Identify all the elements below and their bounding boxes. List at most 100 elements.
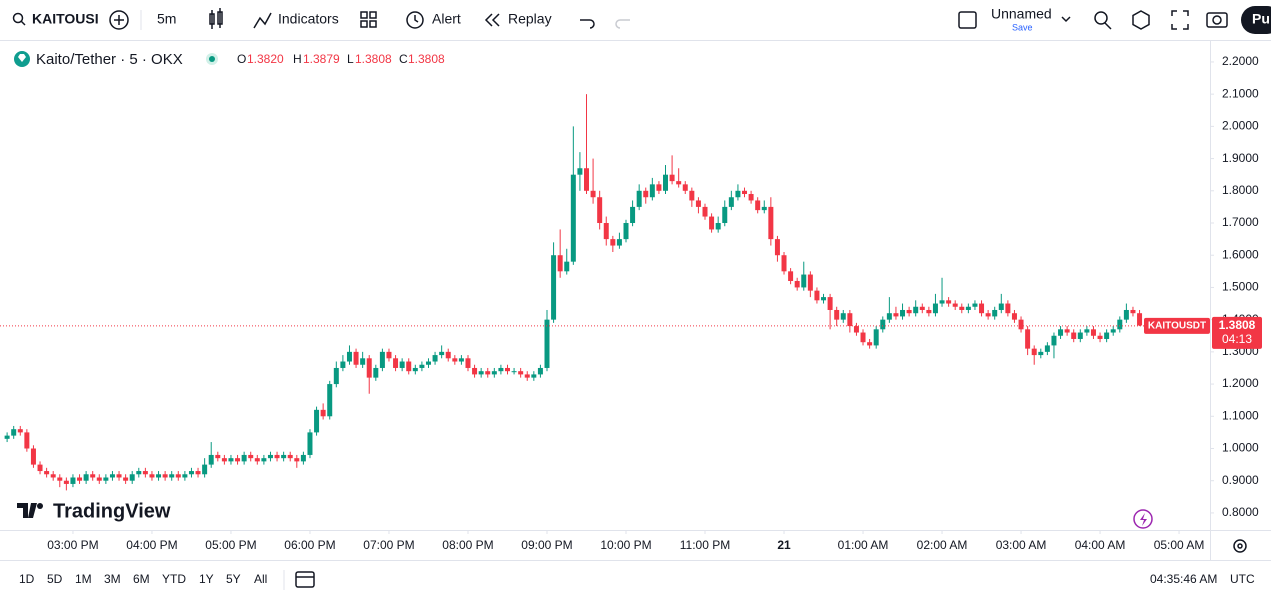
- range-button[interactable]: 5Y: [226, 572, 241, 586]
- candle-body: [919, 306, 925, 310]
- layout-icon[interactable]: [958, 11, 977, 29]
- candle-body: [314, 409, 320, 433]
- fullscreen[interactable]: [1171, 10, 1189, 30]
- candle-body: [37, 464, 43, 472]
- publish-button[interactable]: [1241, 6, 1271, 34]
- candle-body: [610, 239, 616, 246]
- range-button[interactable]: 1Y: [199, 572, 214, 586]
- range-button[interactable]: 3M: [104, 572, 121, 586]
- candle-body: [926, 309, 932, 314]
- candle-body: [4, 435, 10, 439]
- layout-name[interactable]: Unnamed: [991, 6, 1052, 22]
- candle-body: [735, 190, 741, 198]
- alert-button[interactable]: Alert: [406, 11, 461, 29]
- candle-body: [761, 206, 767, 211]
- candle-body: [491, 371, 497, 375]
- candle-body: [583, 168, 589, 191]
- candle-body: [649, 184, 655, 198]
- candle-body: [1018, 319, 1024, 330]
- candle-body: [485, 371, 491, 375]
- lightning-icon[interactable]: [1133, 509, 1153, 529]
- replay[interactable]: Replay: [508, 11, 552, 27]
- snapshot[interactable]: [1206, 12, 1228, 28]
- candle-body: [1110, 329, 1116, 333]
- symbol[interactable]: KAITOUSI: [32, 11, 99, 27]
- candle-body: [1011, 313, 1017, 320]
- indicators[interactable]: Indicators: [278, 11, 339, 27]
- x-tick-label: 05:00 PM: [205, 538, 256, 552]
- range-button[interactable]: 5D: [47, 572, 63, 586]
- y-tick-label: 2.1000: [1222, 86, 1259, 100]
- symbol-search[interactable]: KAITOUSI: [12, 11, 99, 27]
- candle-body: [235, 458, 241, 462]
- timezone[interactable]: UTC: [1230, 572, 1255, 586]
- candle-body: [439, 351, 445, 356]
- range-button[interactable]: 1D: [19, 572, 35, 586]
- chart-type[interactable]: [209, 8, 223, 29]
- candle-body: [406, 361, 412, 372]
- candle-body: [116, 474, 122, 478]
- x-tick-label: 04:00 PM: [126, 538, 177, 552]
- candle-body: [162, 474, 168, 478]
- date-range[interactable]: [295, 571, 315, 588]
- candle-body: [656, 184, 662, 191]
- range-button[interactable]: YTD: [162, 572, 186, 586]
- candle-body: [827, 297, 833, 310]
- candle-body: [695, 200, 701, 207]
- save[interactable]: Save: [1012, 22, 1033, 32]
- candle-body: [340, 361, 346, 368]
- candle-body: [274, 454, 280, 459]
- legend-c-value: 1.3808: [408, 52, 445, 66]
- candle-body: [419, 364, 425, 368]
- candle-body: [1031, 348, 1037, 356]
- legend-o: O: [237, 52, 246, 66]
- quick-search[interactable]: [1094, 11, 1112, 30]
- candle-body: [900, 309, 906, 317]
- candle-body: [123, 477, 129, 481]
- candle-body: [972, 303, 978, 307]
- candle-body: [17, 429, 23, 433]
- candle-body: [1090, 329, 1096, 336]
- clock[interactable]: 04:35:46 AM: [1150, 572, 1217, 586]
- interval[interactable]: 5m: [157, 11, 176, 27]
- publish[interactable]: Pu: [1252, 11, 1270, 27]
- candle-body: [682, 184, 688, 191]
- candle-body: [893, 313, 899, 317]
- candle-body: [149, 474, 155, 478]
- candle-body: [70, 477, 76, 484]
- candle-body: [366, 358, 372, 378]
- layouts[interactable]: [360, 11, 377, 28]
- price-tag: [1212, 316, 1262, 349]
- range-button[interactable]: All: [254, 572, 267, 586]
- candle-body: [906, 309, 912, 314]
- undo[interactable]: [580, 19, 595, 29]
- layout-menu[interactable]: [1061, 16, 1071, 23]
- candle-body: [952, 303, 958, 307]
- watermark-text: TradingView: [53, 500, 171, 522]
- range-button[interactable]: 1M: [75, 572, 92, 586]
- settings[interactable]: [1132, 10, 1150, 30]
- candle-body: [432, 355, 438, 362]
- candle-body: [30, 448, 36, 465]
- candle-body: [472, 367, 478, 375]
- candle-body: [570, 174, 576, 262]
- add-symbol[interactable]: [109, 10, 129, 30]
- legend-h-value: 1.3879: [303, 52, 340, 66]
- range-button[interactable]: 6M: [133, 572, 150, 586]
- indicators-button[interactable]: Indicators: [253, 11, 339, 29]
- x-tick-label: 04:00 AM: [1075, 538, 1126, 552]
- replay-button[interactable]: Replay: [484, 11, 552, 27]
- candle-body: [287, 454, 293, 459]
- redo: [615, 19, 630, 29]
- candle-body: [346, 351, 352, 362]
- alert[interactable]: Alert: [432, 11, 461, 27]
- candle-body: [748, 194, 754, 201]
- candle-body: [669, 174, 675, 182]
- time-axis-settings[interactable]: [1233, 539, 1247, 553]
- candle-body: [1044, 345, 1050, 352]
- plot: 0.80000.90001.00001.10001.20001.30001.40…: [0, 54, 1262, 552]
- candle-body: [202, 464, 208, 475]
- price-tag-price: 1.3808: [1219, 318, 1256, 332]
